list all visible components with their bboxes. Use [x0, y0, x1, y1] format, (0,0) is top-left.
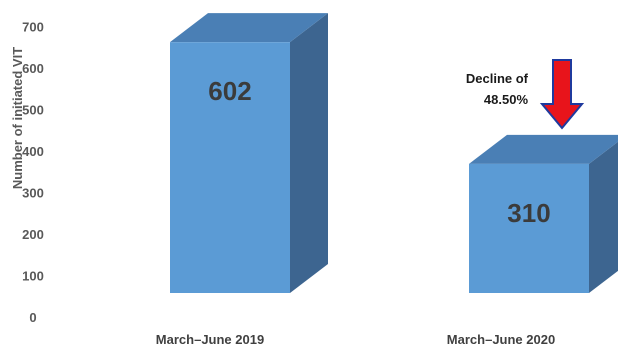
y-tick-label: 500 — [22, 103, 44, 118]
bar-front — [469, 163, 589, 293]
bars — [170, 13, 618, 294]
y-tick-label: 700 — [22, 20, 44, 35]
y-tick-label: 600 — [22, 61, 44, 76]
y-tick-label: 0 — [29, 310, 36, 325]
y-tick-label: 100 — [22, 269, 44, 284]
annotation-line-2: 48.50% — [484, 92, 529, 107]
bar-2 — [469, 134, 618, 293]
decline-annotation: Decline of 48.50% — [466, 59, 585, 130]
bar-top — [170, 13, 328, 43]
bar-front — [170, 42, 290, 293]
data-label: 602 — [208, 76, 251, 106]
bar-1 — [170, 13, 328, 294]
y-tick-label: 200 — [22, 227, 44, 242]
category-labels: March–June 2019 March–June 2020 — [156, 332, 555, 347]
annotation-line-1: Decline of — [466, 71, 529, 86]
bar-top — [469, 134, 618, 164]
bar-side — [290, 13, 328, 294]
data-label: 310 — [507, 198, 550, 228]
down-arrow-icon — [539, 59, 585, 130]
data-labels: 602 310 — [208, 76, 550, 228]
bar-side — [589, 141, 618, 293]
y-axis-label: Number of initiated VIT — [10, 47, 25, 189]
y-axis-ticks: 0 100 200 300 400 500 600 700 — [22, 20, 44, 326]
y-tick-label: 400 — [22, 144, 44, 159]
category-label: March–June 2019 — [156, 332, 264, 347]
y-tick-label: 300 — [22, 186, 44, 201]
category-label: March–June 2020 — [447, 332, 555, 347]
